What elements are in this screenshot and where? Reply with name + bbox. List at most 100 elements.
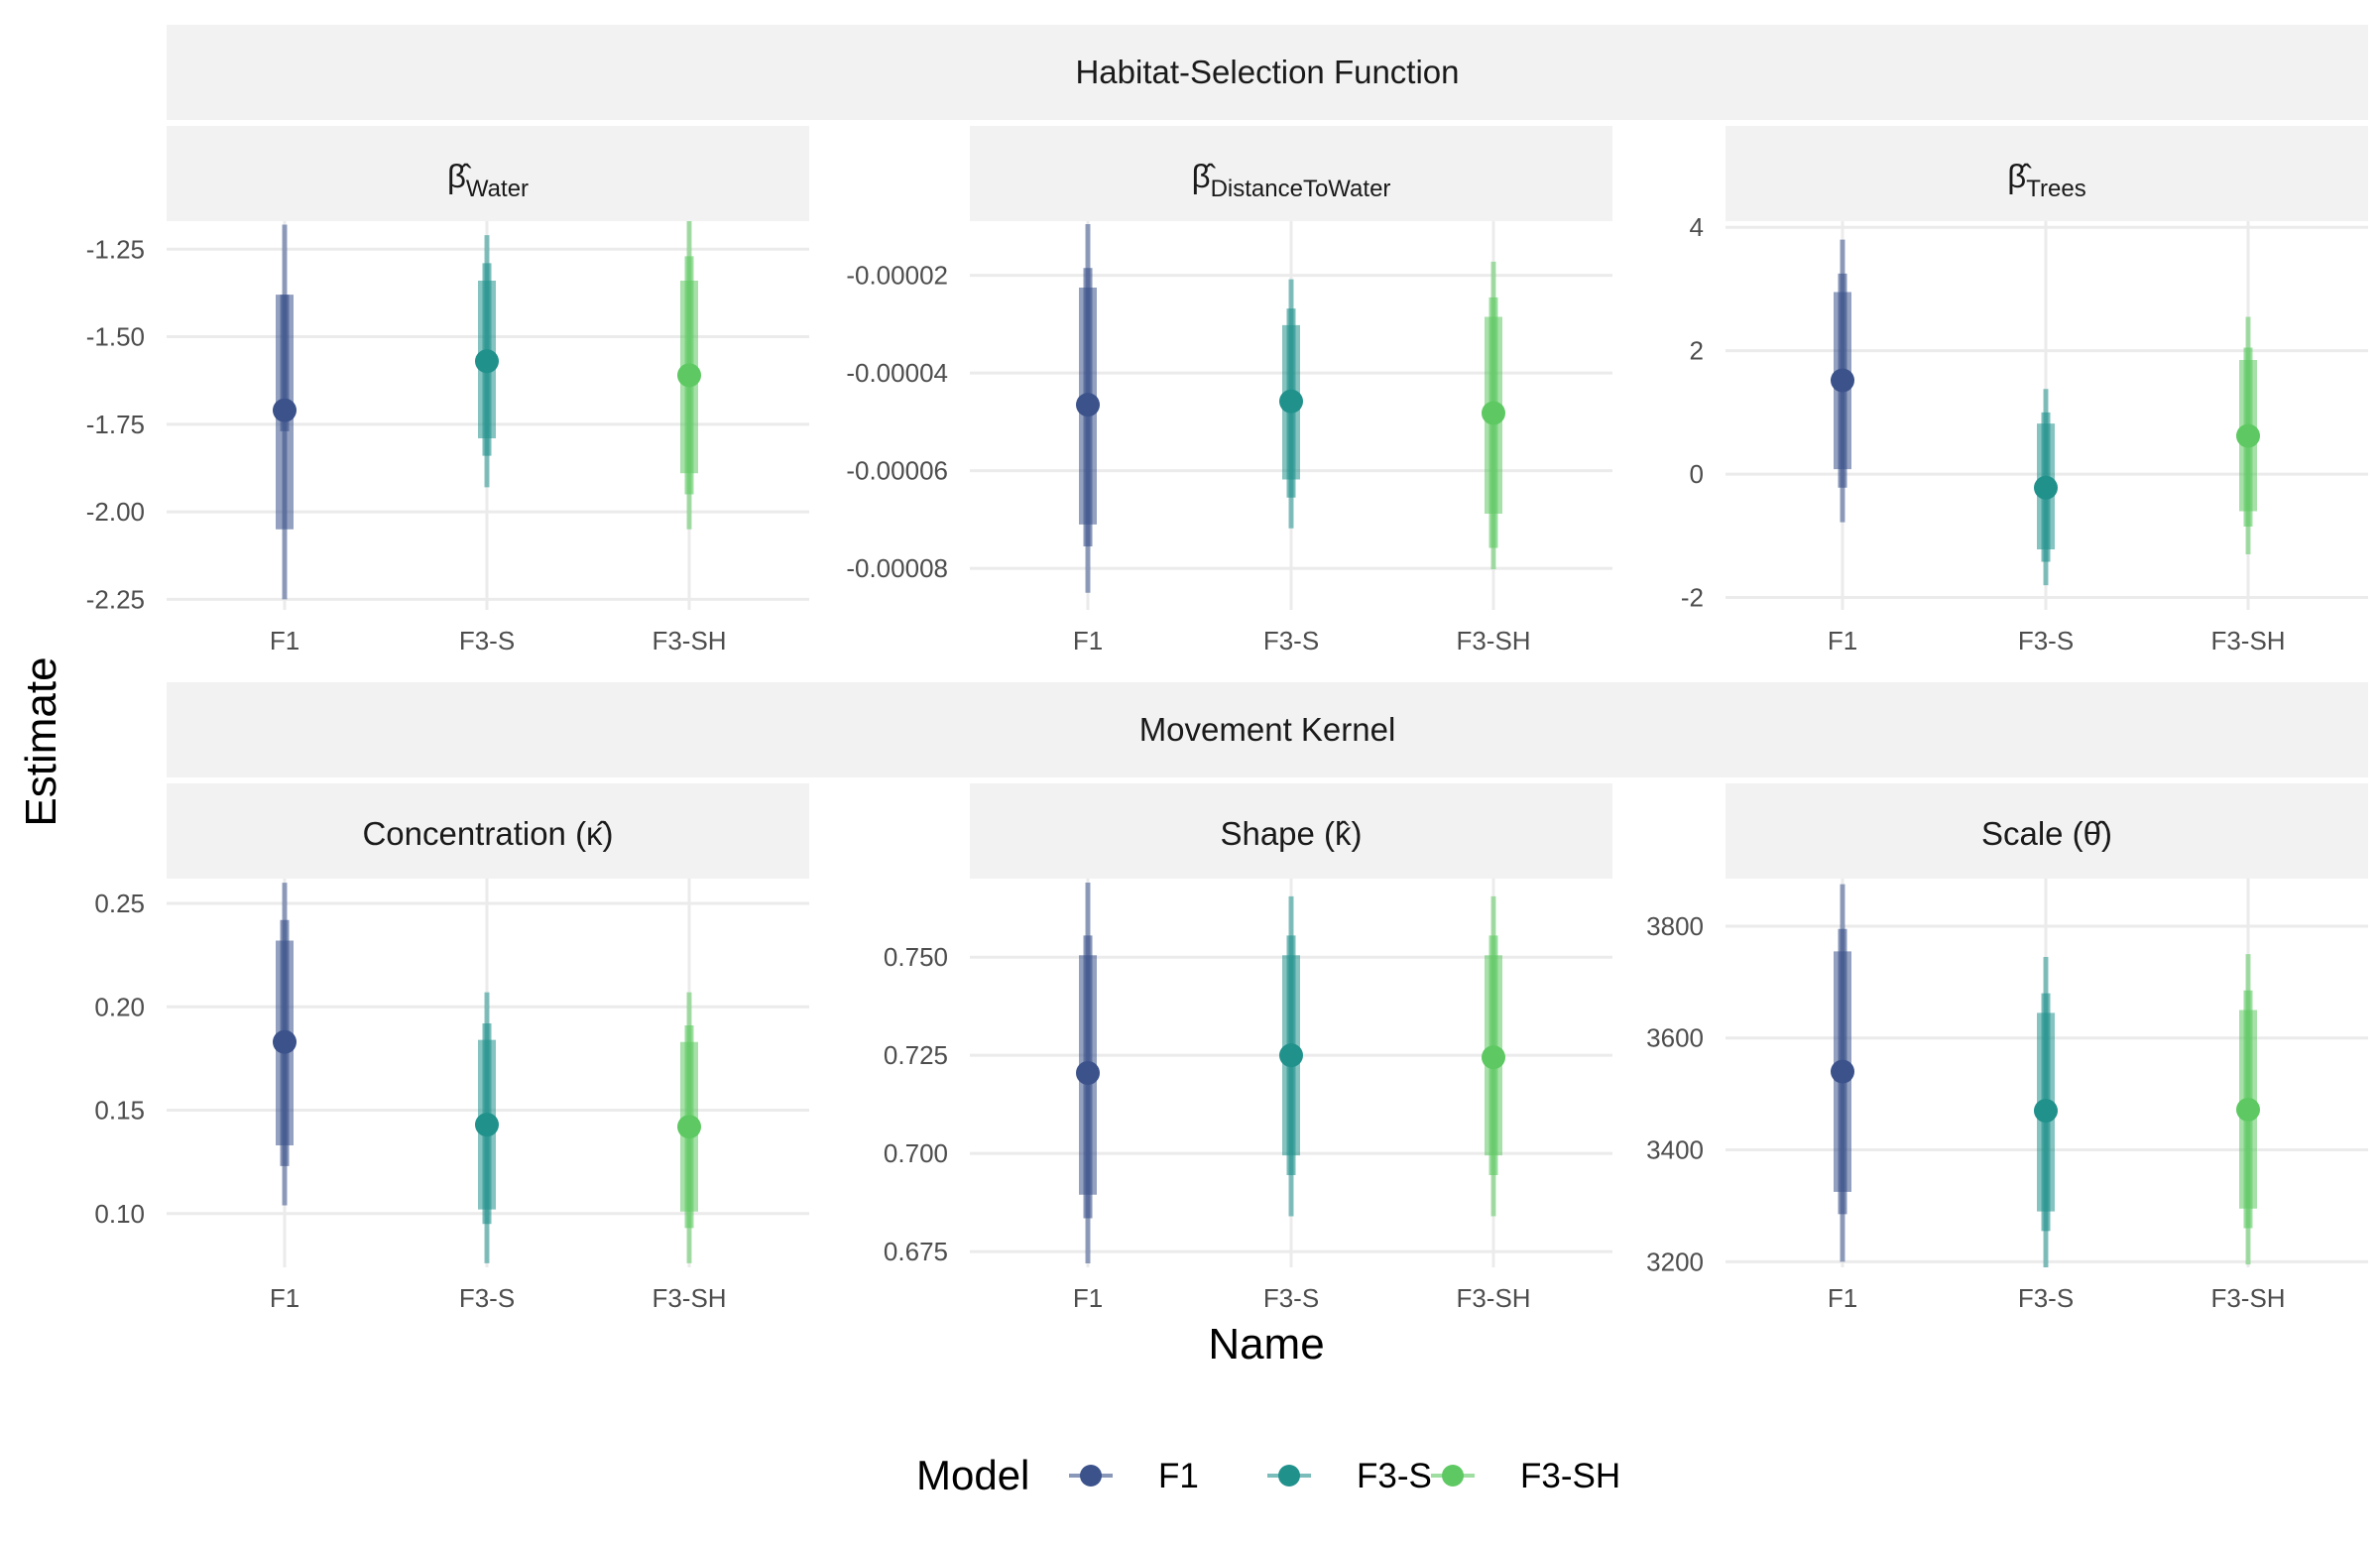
x-tick-label: F1 (270, 1283, 299, 1313)
point-range (2236, 954, 2260, 1265)
point-range (677, 221, 701, 530)
group-strip-title: Habitat-Selection Function (1075, 54, 1459, 90)
point-range (1831, 884, 1854, 1262)
point-range (1279, 895, 1303, 1217)
panel: Scale (θ̂) 3200 3400 3600 3800 F1 F3-S F3-SH (1646, 783, 2368, 1313)
point-range (273, 883, 297, 1206)
x-tick-label: F1 (1828, 1283, 1857, 1313)
point-estimate (1831, 368, 1854, 393)
y-tick-label: -2.00 (86, 497, 145, 527)
y-tick-label: 0.675 (884, 1237, 948, 1266)
point-range (1076, 223, 1100, 593)
point-range (475, 235, 499, 488)
panel: β̂DistanceToWater-0.00008-0.00006-0.0000… (846, 126, 1612, 655)
legend: Model F1 F3-S F3-SH (916, 1452, 1620, 1498)
panel-strip (167, 126, 809, 221)
y-tick-label: -2 (1681, 583, 1704, 613)
point-estimate (677, 363, 701, 388)
y-tick-label: -0.00008 (846, 553, 948, 583)
y-tick-label: 3400 (1646, 1135, 1704, 1165)
point-estimate (1482, 1045, 1505, 1070)
y-tick-label: -1.75 (86, 410, 145, 439)
legend-key-point (1278, 1465, 1300, 1487)
point-estimate (1076, 393, 1100, 417)
legend-label: F3-S (1357, 1457, 1432, 1495)
point-estimate (1279, 1043, 1303, 1068)
y-tick-label: 0.20 (94, 992, 145, 1021)
legend-item: F3-S (1267, 1457, 1432, 1495)
y-tick-label: 0.15 (94, 1096, 145, 1126)
panel-strip-title: Shape (k̂) (1220, 815, 1362, 852)
group-strip (167, 682, 2368, 777)
point-range (2034, 389, 2058, 586)
point-estimate (1076, 1061, 1100, 1085)
y-tick-label: 2 (1690, 336, 1704, 366)
point-range (273, 224, 297, 600)
x-tick-label: F3-S (459, 626, 515, 655)
point-range (677, 992, 701, 1263)
y-tick-label: 0.25 (94, 889, 145, 918)
facet-group: Movement Kernel Concentration (κ̂) 0.10 0.1… (94, 682, 2368, 1313)
y-tick-label: 0.725 (884, 1040, 948, 1070)
x-axis-title: Name (1208, 1320, 1324, 1368)
panel-strip (970, 783, 1612, 879)
point-estimate (2236, 1097, 2260, 1122)
panel-strip-subscript: Water (466, 176, 529, 202)
panel-strip-subscript: Trees (2026, 176, 2085, 202)
x-tick-label: F3-S (2018, 1283, 2074, 1313)
y-tick-label: -0.00004 (846, 358, 948, 388)
point-range (1482, 895, 1505, 1217)
panel-strip-title: Concentration (κ̂) (362, 815, 613, 852)
group-strip-title: Movement Kernel (1139, 711, 1396, 748)
point-range (1831, 239, 1854, 523)
y-axis-title: Estimate (17, 656, 65, 826)
legend-item: F3-SH (1431, 1457, 1620, 1495)
x-tick-label: F3-SH (652, 626, 726, 655)
point-range (2034, 956, 2058, 1267)
x-tick-label: F3-S (459, 1283, 515, 1313)
panel-strip (970, 126, 1612, 221)
x-tick-label: F3-SH (1456, 1283, 1530, 1313)
point-estimate (475, 349, 499, 374)
group-strip (167, 25, 2368, 120)
x-tick-label: F1 (270, 626, 299, 655)
y-tick-label: 0 (1690, 459, 1704, 489)
x-tick-label: F3-SH (2210, 626, 2285, 655)
y-tick-label: 0.700 (884, 1138, 948, 1168)
x-tick-label: F3-SH (2210, 1283, 2285, 1313)
y-tick-label: 0.10 (94, 1199, 145, 1229)
legend-label: F1 (1158, 1457, 1199, 1495)
point-estimate (1482, 401, 1505, 425)
point-estimate (2034, 475, 2058, 500)
y-tick-label: 3800 (1646, 911, 1704, 941)
y-tick-label: -1.25 (86, 234, 145, 264)
y-tick-label: 3200 (1646, 1247, 1704, 1276)
point-range (1076, 882, 1100, 1264)
point-range (2236, 316, 2260, 554)
panel-strip (1726, 783, 2368, 879)
panel-strip (167, 783, 809, 879)
y-tick-label: -2.25 (86, 584, 145, 614)
panel: Concentration (κ̂) 0.10 0.15 0.20 0.25 F1 F3-S… (94, 783, 809, 1313)
x-tick-label: F3-SH (1456, 626, 1530, 655)
point-range (1279, 279, 1303, 529)
x-tick-label: F3-S (1263, 626, 1319, 655)
point-range (1482, 261, 1505, 570)
point-estimate (1831, 1059, 1854, 1084)
panel-strip (1726, 126, 2368, 221)
point-range (475, 992, 499, 1263)
x-tick-label: F3-SH (652, 1283, 726, 1313)
panels-layer: Habitat-Selection Functionβ̂Water-2.25-2… (86, 25, 2368, 1313)
y-tick-label: -0.00002 (846, 261, 948, 291)
x-tick-label: F3-S (2018, 626, 2074, 655)
legend-title: Model (916, 1452, 1029, 1498)
y-tick-label: -1.50 (86, 322, 145, 352)
legend-key-point (1080, 1465, 1102, 1487)
panel-strip-subscript: DistanceToWater (1211, 176, 1391, 202)
facet-group: Habitat-Selection Functionβ̂Water-2.25-2… (86, 25, 2368, 655)
y-tick-label: 0.750 (884, 942, 948, 972)
point-estimate (2034, 1099, 2058, 1124)
